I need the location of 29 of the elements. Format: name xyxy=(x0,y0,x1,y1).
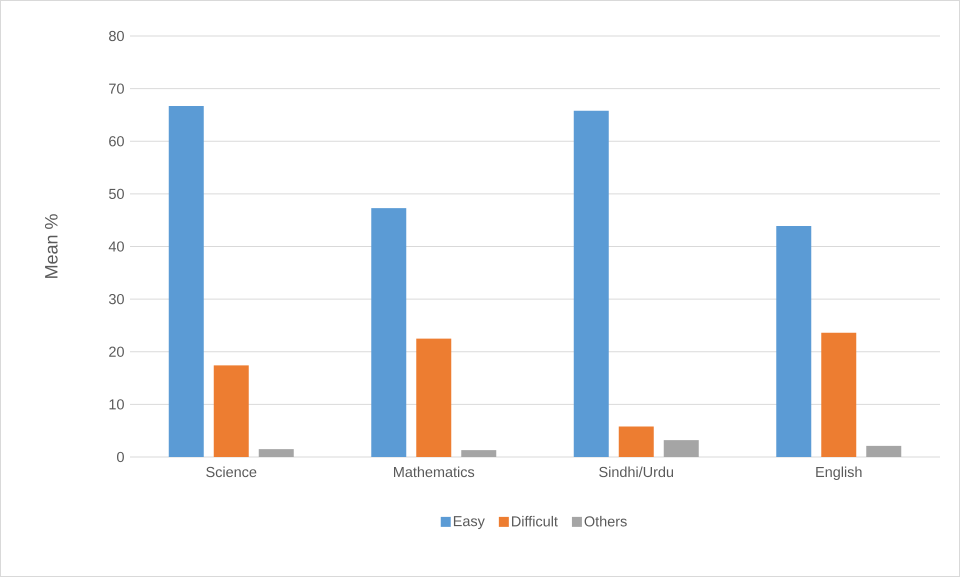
bar xyxy=(866,446,902,457)
legend-label: Easy xyxy=(454,516,485,530)
bar xyxy=(168,106,204,457)
y-tick-label: 10 xyxy=(110,399,124,410)
y-tick-label: 0 xyxy=(117,452,124,462)
x-tick-label: English xyxy=(816,466,862,480)
y-tick-label: 20 xyxy=(109,346,124,357)
y-tick-label: 30 xyxy=(108,294,124,304)
legend-label: Difficult xyxy=(512,516,558,527)
x-tick-label: Mathematics xyxy=(394,466,474,478)
bar xyxy=(618,426,654,457)
bar xyxy=(461,450,496,457)
bar xyxy=(574,110,609,457)
y-tick-label: 40 xyxy=(108,241,124,252)
bar xyxy=(416,338,452,457)
bar xyxy=(214,365,249,457)
bar xyxy=(776,226,812,457)
y-axis-title: Mean % xyxy=(45,214,58,278)
bar xyxy=(258,449,294,457)
x-tick-label: Sindhi/Urdu xyxy=(599,466,674,478)
y-tick-label: 80 xyxy=(109,30,124,42)
bar xyxy=(821,332,856,457)
bar xyxy=(371,208,406,457)
legend-label: Others xyxy=(584,516,627,527)
y-tick-label: 60 xyxy=(109,136,124,146)
bar xyxy=(664,440,699,457)
y-tick-label: 70 xyxy=(109,83,124,94)
y-tick-label: 50 xyxy=(109,188,124,199)
x-tick-label: Science xyxy=(206,466,256,478)
